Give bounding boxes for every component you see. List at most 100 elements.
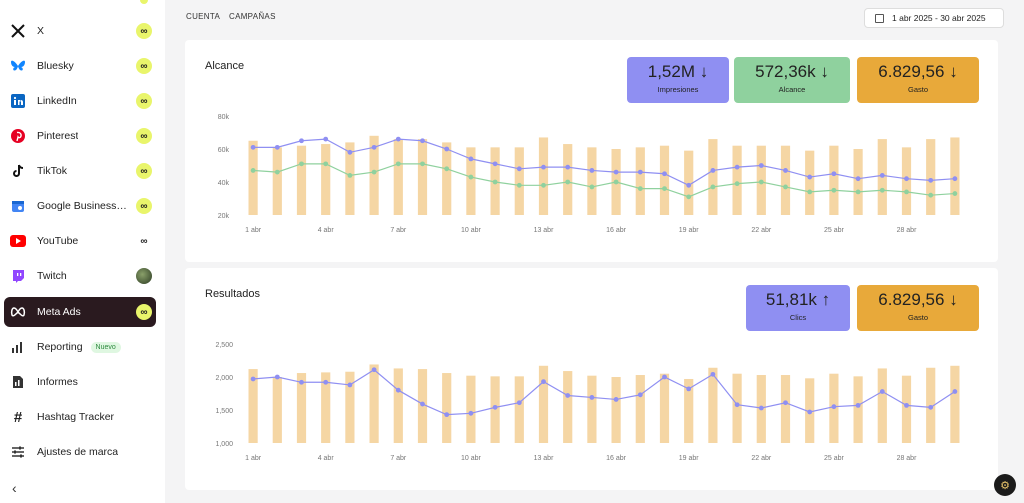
alcance-chart: 20k 40k 60k 80k 1 abr 4 abr 7 abr 10 abr 13 abr 1… (218, 114, 960, 234)
date-range-picker[interactable]: 1 abr 2025 - 30 abr 2025 (864, 8, 1004, 28)
data-point (468, 156, 474, 162)
data-point (492, 161, 498, 167)
bar (393, 139, 403, 215)
kpi-gasto[interactable]: 6.829,56 ↓ Gasto (857, 285, 979, 331)
data-point (565, 164, 571, 170)
x-tick-label: 13 abr (534, 455, 555, 462)
sidebar-item-label: Meta Ads (37, 306, 81, 318)
kpi-gasto[interactable]: 6.829,56 ↓ Gasto (857, 57, 979, 103)
bar (780, 145, 791, 215)
sidebar-item-x[interactable]: X ∞ (4, 16, 156, 46)
pinterest-icon (10, 128, 26, 144)
data-point (589, 395, 595, 400)
bar (345, 142, 355, 215)
infinity-badge: ∞ (136, 23, 152, 39)
bar (538, 365, 549, 443)
bar (369, 364, 379, 443)
data-point (371, 367, 377, 373)
data-point (468, 410, 474, 416)
tab-cuenta[interactable]: CUENTA (186, 12, 221, 21)
sidebar-item-label: Google Business ... (37, 200, 127, 212)
data-point (928, 404, 934, 410)
twitch-icon (10, 268, 26, 284)
y-tick-label: 1,000 (215, 441, 233, 448)
meta-icon (10, 304, 26, 320)
data-point (613, 397, 619, 402)
data-point (420, 161, 425, 167)
x-tick-label: 7 abr (390, 227, 407, 234)
data-point (686, 386, 692, 392)
series-line (253, 163, 955, 198)
x-tick-label: 28 abr (897, 455, 918, 462)
infinity-badge: ∞ (136, 128, 152, 144)
data-point (758, 405, 764, 411)
data-point (565, 179, 571, 185)
data-point (710, 184, 716, 190)
data-point (395, 387, 401, 393)
google-business-icon (10, 198, 26, 214)
data-point (758, 163, 764, 168)
data-point (516, 166, 522, 172)
bar (587, 147, 597, 215)
bar (442, 373, 452, 443)
x-tick-label: 19 abr (679, 227, 700, 234)
data-point (347, 382, 353, 388)
kpi-clics[interactable]: 51,81k ↑ Clics (746, 285, 850, 331)
sidebar-item-ajustes-marca[interactable]: Ajustes de marca (4, 437, 156, 467)
bar (538, 137, 549, 215)
sidebar-item-pinterest[interactable]: Pinterest ∞ (4, 121, 156, 151)
chevron-left-icon[interactable]: ‹ (12, 480, 17, 496)
data-point (904, 176, 909, 182)
sidebar-item-google-business[interactable]: Google Business ... ∞ (4, 191, 156, 221)
kpi-impresiones[interactable]: 1,52M ↓ Impresiones (627, 57, 729, 103)
sidebar-item-youtube[interactable]: YouTube ∞ (4, 226, 156, 256)
bar (248, 369, 258, 443)
data-point (952, 176, 958, 182)
bar (514, 147, 524, 215)
bar (321, 144, 331, 215)
x-tick-label: 4 abr (318, 455, 335, 462)
y-tick-label: 80k (218, 114, 230, 121)
date-range-text: 1 abr 2025 - 30 abr 2025 (892, 13, 986, 23)
x-tick-label: 19 abr (679, 455, 700, 462)
sidebar-item-tiktok[interactable]: TikTok ∞ (4, 156, 156, 186)
sidebar-item-hashtag-tracker[interactable]: # Hashtag Tracker (4, 402, 156, 432)
sidebar-item-twitch[interactable]: Twitch (4, 261, 156, 291)
sidebar-item-label: Pinterest (37, 130, 79, 142)
data-point (299, 161, 304, 167)
data-point (710, 371, 716, 377)
data-point (299, 379, 304, 385)
sliders-icon (10, 444, 26, 460)
kpi-alcance[interactable]: 572,36k ↓ Alcance (734, 57, 850, 103)
settings-gear-icon[interactable]: ⚙ (994, 474, 1016, 496)
bar-chart-icon (10, 339, 26, 355)
x-tick-label: 16 abr (606, 227, 627, 234)
arrow-down-icon: ↓ (820, 62, 829, 81)
tab-campanas[interactable]: CAMPAÑAS (229, 12, 276, 21)
data-point (371, 144, 377, 150)
sidebar-item-meta-ads[interactable]: Meta Ads ∞ (4, 297, 156, 327)
data-point (371, 169, 377, 175)
sidebar-item-informes[interactable]: Informes (4, 367, 156, 397)
bar (805, 150, 815, 215)
x-tick-label: 13 abr (534, 227, 555, 234)
data-point (734, 402, 740, 408)
sidebar-item-reporting[interactable]: Reporting Nuevo (4, 332, 156, 362)
data-point (323, 136, 329, 142)
data-point (783, 168, 788, 173)
bar (684, 150, 694, 215)
sidebar-item-bluesky[interactable]: Bluesky ∞ (4, 51, 156, 81)
bar (587, 375, 597, 443)
data-point (637, 392, 643, 398)
data-point (274, 144, 280, 150)
y-tick-label: 1,500 (215, 408, 233, 415)
data-point (637, 186, 643, 191)
sidebar-top-fade (140, 0, 148, 4)
infinity-badge: ∞ (136, 58, 152, 74)
sidebar-item-linkedin[interactable]: LinkedIn ∞ (4, 86, 156, 116)
infinity-badge: ∞ (136, 198, 152, 214)
bar (369, 135, 379, 215)
data-point (831, 404, 837, 410)
data-point (613, 169, 619, 175)
sidebar-item-label: Ajustes de marca (37, 446, 119, 458)
